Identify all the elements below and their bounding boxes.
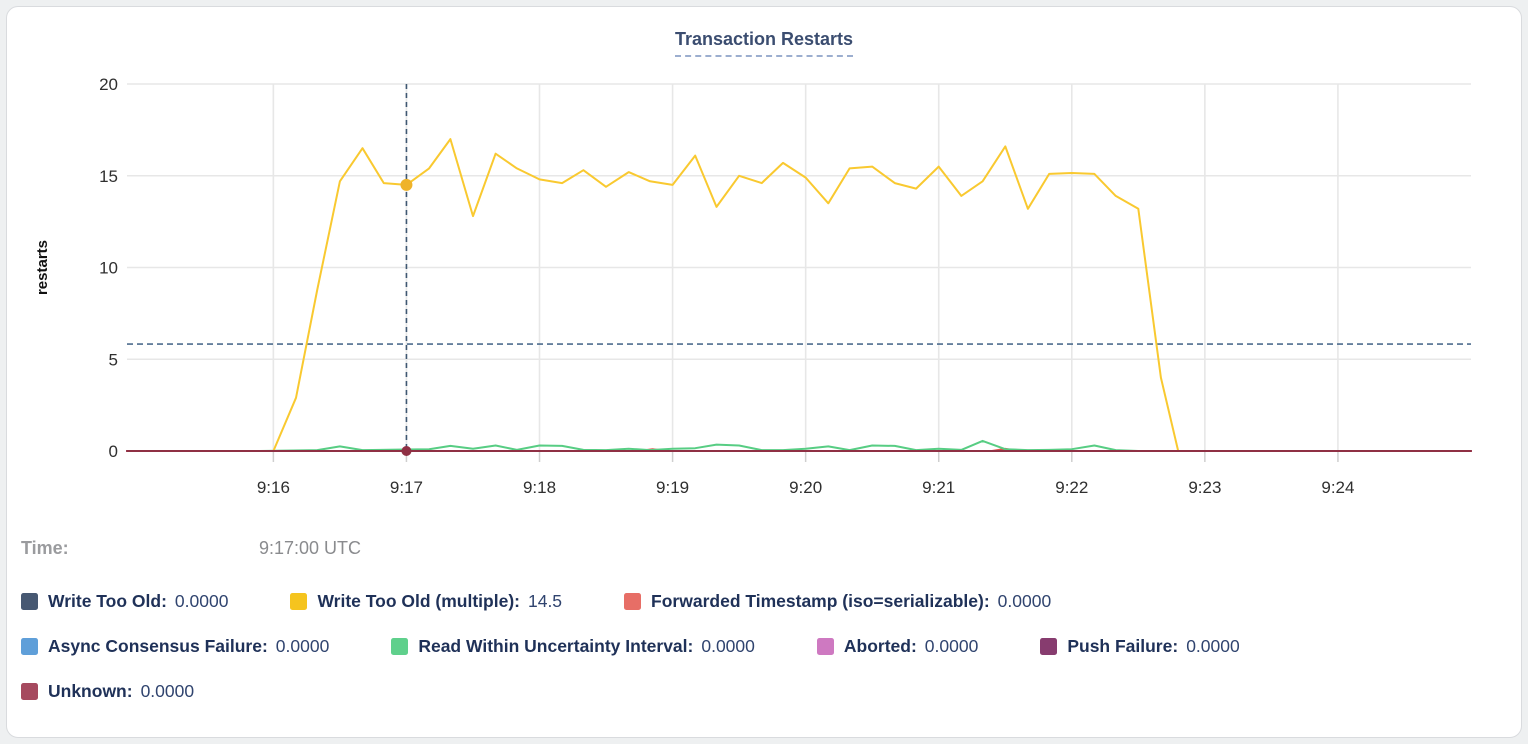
legend-item-read-within-uncertainty: Read Within Uncertainty Interval: 0.0000 [391,636,755,657]
x-axis-tick-label: 9:21 [922,478,955,497]
write-too-old-multiple-swatch-icon [290,593,308,610]
legend-value: 0.0000 [924,636,979,656]
y-axis-tick-label: 20 [99,75,118,94]
legend-item-push-failure: Push Failure: 0.0000 [1040,636,1240,657]
x-axis-tick-label: 9:22 [1055,478,1088,497]
line-chart-plot-area[interactable]: 0 5 10 15 20 9:16 9:17 9:18 9:19 9:20 9:21 9:22 9:23… [7,7,1523,517]
legend-label: Write Too Old (multiple): [317,591,520,611]
chart-title: Transaction Restarts [7,29,1521,57]
y-axis-tick-label: 0 [109,442,118,461]
read-within-uncertainty-swatch-icon [391,638,409,655]
y-axis-tick-label: 5 [109,350,118,369]
legend-item-async-consensus-failure: Async Consensus Failure: 0.0000 [21,636,329,657]
legend-item-write-too-old: Write Too Old: 0.0000 [21,591,228,612]
x-axis-tick-label: 9:17 [390,478,423,497]
x-axis-tick-label: 9:24 [1321,478,1354,497]
y-axis-title: restarts [34,240,51,295]
cursor-dot [401,446,412,456]
legend-label: Read Within Uncertainty Interval: [418,636,694,656]
legend-label: Async Consensus Failure: [48,636,268,656]
forwarded-timestamp-swatch-icon [624,593,642,610]
push-failure-swatch-icon [1040,638,1058,655]
legend-row-1: Write Too Old: 0.0000 Write Too Old (mul… [21,591,1515,612]
legend-item-aborted: Aborted: 0.0000 [816,636,979,657]
legend-value: 0.0000 [174,591,229,611]
x-axis-tick-label: 9:18 [523,478,556,497]
legend-label: Forwarded Timestamp (iso=serializable): [651,591,990,611]
legend-item-write-too-old-multiple: Write Too Old (multiple): 14.5 [290,591,562,612]
y-axis-tick-label: 10 [99,259,118,278]
legend-value: 0.0000 [1186,636,1240,656]
write-too-old-swatch-icon [21,593,38,610]
legend-label: Push Failure: [1067,636,1179,656]
time-value: 9:17:00 UTC [259,538,362,558]
legend-row-3: Unknown: 0.0000 [21,681,1515,702]
legend-label: Write Too Old: [48,591,167,611]
chart-title-text[interactable]: Transaction Restarts [674,29,854,57]
series-line [259,439,1140,452]
legend-value: 0.0000 [997,591,1052,611]
aborted-swatch-icon [816,638,834,655]
legend-value: 14.5 [527,591,563,611]
legend-label: Unknown: [48,681,133,701]
cursor-dot [400,178,413,191]
x-axis-tick-label: 9:20 [789,478,822,497]
unknown-swatch-icon [21,683,38,700]
legend-item-unknown: Unknown: 0.0000 [21,681,194,702]
y-axis-tick-label: 15 [99,167,118,186]
async-consensus-failure-swatch-icon [21,638,38,655]
x-axis-tick-label: 9:16 [257,478,290,497]
legend-label: Aborted: [843,636,917,656]
x-axis-tick-label: 9:19 [656,478,689,497]
legend-row-2: Async Consensus Failure: 0.0000 Read Wit… [21,636,1515,657]
time-label: Time: [21,538,69,558]
transaction-restarts-chart-card: Transaction Restarts 0 5 10 15 20 9:16 9:17 9:1… [6,6,1522,738]
legend-item-forwarded-timestamp: Forwarded Timestamp (iso=serializable): … [624,591,1051,612]
legend-value: 0.0000 [275,636,330,656]
hover-time-row: Time: 9:17:00 UTC [21,538,1501,559]
x-axis-tick-label: 9:23 [1188,478,1221,497]
legend-value: 0.0000 [701,636,755,656]
series-line [272,138,1180,452]
legend-value: 0.0000 [140,681,195,701]
